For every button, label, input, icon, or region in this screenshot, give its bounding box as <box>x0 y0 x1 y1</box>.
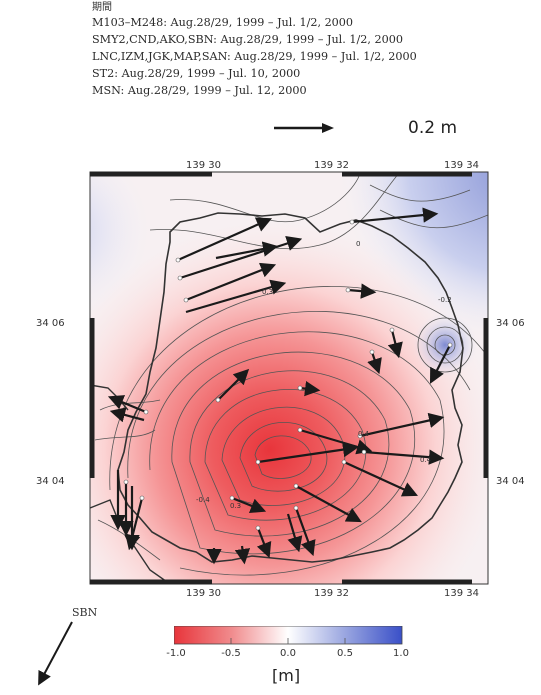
colorbar-tick: 0.5 <box>337 648 353 659</box>
contour-label: 0 <box>356 240 360 248</box>
period-title: 期間 <box>92 2 112 13</box>
right-tick-label: 34 04 <box>496 476 525 487</box>
vector-arrow <box>367 351 382 375</box>
colorbar-tick: -0.5 <box>221 648 241 659</box>
vector-arrow <box>347 283 377 299</box>
scale-label: 0.2 m <box>408 118 457 138</box>
sbn-station-label: SBN <box>72 606 98 619</box>
vector-arrow <box>256 527 272 559</box>
period-line: MSN: Aug.28/29, 1999 – Jul. 12, 2000 <box>92 84 307 97</box>
station-markers <box>123 219 453 531</box>
vector-arrow <box>387 329 403 359</box>
vector-arrow <box>294 507 316 557</box>
left-tick-label: 34 04 <box>36 476 65 487</box>
vector-arrow <box>295 485 362 523</box>
vector-arrow <box>107 395 147 414</box>
sbn-vector-arrow <box>38 621 73 686</box>
vector-arrow <box>343 460 419 497</box>
colorbar-tick: 0.0 <box>280 648 296 659</box>
period-line: M103–M248: Aug.28/29, 1999 – Jul. 1/2, 2… <box>92 16 354 29</box>
colorbar-tick: 1.0 <box>393 648 409 659</box>
vector-arrow <box>109 407 145 423</box>
vector-arrow <box>286 513 303 553</box>
vector-arrow <box>217 368 250 401</box>
vector-arrow <box>231 496 267 514</box>
vector-arrow <box>177 217 273 262</box>
vector-arrow <box>215 241 279 260</box>
right-tick-label: 34 06 <box>496 318 525 329</box>
contour-label: -0.4 <box>196 496 210 504</box>
vector-arrow <box>179 236 303 280</box>
vector-arrow <box>429 344 451 384</box>
vector-arrow <box>363 449 445 465</box>
vector-arrow <box>299 380 321 397</box>
left-tick-label: 34 06 <box>36 318 65 329</box>
vector-arrow <box>185 279 287 314</box>
period-block: 期間 M103–M248: Aug.28/29, 1999 – Jul. 1/2… <box>92 2 532 99</box>
contour-label: 0.4 <box>420 456 432 464</box>
bottom-tick-label: 139 32 <box>314 588 349 599</box>
colorbar-tick: -1.0 <box>166 648 186 659</box>
period-line: SMY2,CND,AKO,SBN: Aug.28/29, 1999 – Jul.… <box>92 33 403 46</box>
bottom-tick-label: 139 30 <box>186 588 221 599</box>
scale-bar: 0.2 m <box>272 118 472 144</box>
vector-arrow <box>185 262 277 302</box>
colorbar-unit: [m] <box>272 666 301 685</box>
period-line: ST2: Aug.28/29, 1999 – Jul. 10, 2000 <box>92 67 301 80</box>
contour-label: 0.3 <box>230 502 241 510</box>
top-tick-label: 139 32 <box>314 160 349 171</box>
contour-label: 0.4 <box>358 430 370 438</box>
vector-arrow <box>359 412 445 438</box>
scale-arrow-icon <box>274 123 334 133</box>
bottom-tick-label: 139 34 <box>444 588 479 599</box>
island-outline <box>117 212 464 563</box>
top-tick-label: 139 34 <box>444 160 479 171</box>
period-line: LNC,IZM,JGK,MAP,SAN: Aug.28/29, 1999 – J… <box>92 50 417 63</box>
contour-labels: 0 0.3 0.3 -0.4 0.4 0.4 -0.2 <box>196 240 452 510</box>
colorbar <box>174 626 403 645</box>
vector-arrow <box>125 497 144 551</box>
vector-arrow <box>351 207 439 224</box>
border-ticks <box>89 171 489 585</box>
contour-label: -0.2 <box>438 296 452 304</box>
top-tick-label: 139 30 <box>186 160 221 171</box>
vector-arrow <box>234 545 251 565</box>
contour-label: 0.3 <box>262 288 273 296</box>
displacement-vectors <box>107 207 451 565</box>
vector-arrow <box>257 441 359 464</box>
